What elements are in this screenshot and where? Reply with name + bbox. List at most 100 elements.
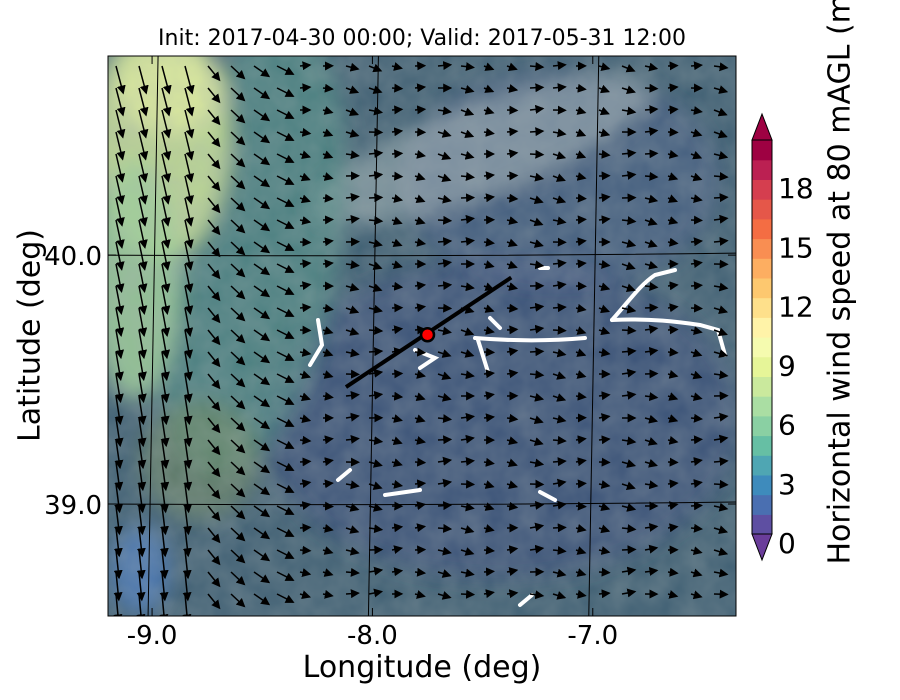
wind-arrow bbox=[183, 373, 193, 404]
wind-arrow bbox=[115, 87, 126, 117]
wind-arrow bbox=[230, 527, 246, 542]
wind-arrow bbox=[322, 589, 334, 599]
wind-arrow bbox=[621, 459, 637, 468]
wind-arrow bbox=[529, 83, 545, 93]
wind-arrow bbox=[529, 172, 545, 182]
wind-arrow bbox=[575, 524, 587, 533]
wind-arrow bbox=[460, 349, 475, 358]
wind-arrow bbox=[644, 522, 659, 532]
wind-arrow bbox=[368, 193, 384, 203]
wind-arrow bbox=[276, 65, 295, 75]
wind-arrow bbox=[667, 237, 679, 247]
wind-arrow bbox=[506, 171, 519, 181]
wind-arrow bbox=[483, 502, 495, 511]
wind-arrow bbox=[184, 263, 194, 293]
wind-arrow bbox=[667, 347, 679, 357]
wind-arrow bbox=[207, 307, 221, 324]
wind-arrow bbox=[276, 483, 295, 493]
wind-arrow bbox=[299, 414, 312, 423]
wind-arrow bbox=[437, 129, 452, 138]
wind-arrow bbox=[506, 458, 518, 468]
wind-arrow bbox=[598, 326, 611, 336]
wind-arrow bbox=[506, 325, 519, 335]
wind-arrow bbox=[690, 590, 703, 600]
wind-arrow bbox=[276, 351, 295, 361]
wind-arrow bbox=[483, 106, 495, 115]
wind-arrow bbox=[414, 105, 427, 115]
wind-arrow bbox=[437, 435, 453, 445]
wind-arrow bbox=[207, 329, 221, 346]
wind-arrow bbox=[276, 395, 295, 405]
wind-arrow bbox=[506, 282, 519, 291]
wind-arrow bbox=[437, 215, 453, 225]
wind-arrow bbox=[690, 128, 703, 138]
wind-arrow bbox=[690, 303, 703, 313]
wind-arrow bbox=[575, 568, 587, 577]
wind-arrow bbox=[113, 593, 123, 616]
wind-arrow bbox=[160, 505, 169, 536]
wind-arrow bbox=[621, 347, 637, 357]
wind-arrow bbox=[437, 546, 452, 556]
wind-arrow bbox=[506, 127, 519, 137]
colorbar-tick-label: 6 bbox=[778, 409, 796, 442]
wind-arrow bbox=[621, 368, 637, 378]
wind-arrow bbox=[299, 150, 312, 160]
wind-arrow bbox=[160, 395, 170, 426]
wind-arrow bbox=[207, 153, 221, 170]
wind-arrow bbox=[437, 349, 452, 358]
wind-arrow bbox=[644, 282, 659, 291]
wind-arrow bbox=[161, 65, 172, 95]
wind-arrow bbox=[276, 109, 295, 119]
wind-arrow bbox=[322, 303, 334, 313]
wind-arrow bbox=[483, 589, 495, 599]
wind-arrow bbox=[483, 567, 495, 577]
wind-arrow bbox=[136, 593, 146, 616]
wind-arrow bbox=[598, 413, 611, 423]
wind-arrow bbox=[414, 479, 427, 489]
wind-arrow bbox=[506, 589, 519, 599]
wind-arrow bbox=[184, 241, 194, 271]
wind-arrow bbox=[506, 238, 518, 248]
wind-arrow bbox=[345, 589, 360, 599]
wind-arrow bbox=[184, 197, 194, 227]
wind-arrow bbox=[690, 435, 703, 445]
wind-arrow bbox=[621, 170, 637, 180]
wind-arrow bbox=[299, 127, 312, 137]
wind-arrow bbox=[690, 61, 703, 71]
wind-arrow bbox=[437, 523, 453, 533]
wind-arrow bbox=[391, 238, 403, 248]
wind-arrow bbox=[183, 483, 193, 514]
wind-arrow bbox=[552, 348, 567, 358]
wind-arrow bbox=[322, 370, 334, 379]
wind-arrow bbox=[230, 351, 246, 366]
wind-arrow bbox=[644, 346, 659, 356]
wind-arrow bbox=[483, 84, 495, 93]
wind-arrow bbox=[253, 65, 271, 78]
wind-arrow bbox=[136, 527, 146, 558]
wind-arrow bbox=[253, 131, 271, 144]
wind-arrow bbox=[115, 351, 124, 382]
colorbar-segment bbox=[752, 140, 772, 161]
wind-arrow bbox=[253, 87, 271, 100]
wind-arrow bbox=[506, 193, 519, 203]
wind-arrow bbox=[115, 285, 125, 315]
wind-arrow bbox=[460, 327, 475, 336]
wind-arrow bbox=[322, 501, 334, 511]
wind-arrow bbox=[529, 370, 545, 379]
wind-arrow bbox=[161, 241, 171, 271]
colorbar-tick-label: 9 bbox=[778, 350, 796, 383]
wind-arrow bbox=[552, 151, 567, 160]
wind-arrow bbox=[299, 259, 312, 269]
axis-ticks: -9.0 -8.0 -7.0 39.0 40.0 bbox=[44, 56, 736, 651]
wind-arrow bbox=[713, 305, 729, 314]
wind-arrow bbox=[276, 593, 295, 603]
wind-arrow bbox=[391, 567, 404, 577]
wind-arrow bbox=[299, 568, 312, 577]
wind-arrow bbox=[598, 259, 611, 269]
wind-arrow bbox=[713, 193, 729, 203]
wind-arrow bbox=[690, 237, 703, 247]
wind-arrow bbox=[345, 150, 360, 160]
wind-arrow bbox=[529, 522, 545, 532]
wind-arrow bbox=[299, 281, 312, 291]
